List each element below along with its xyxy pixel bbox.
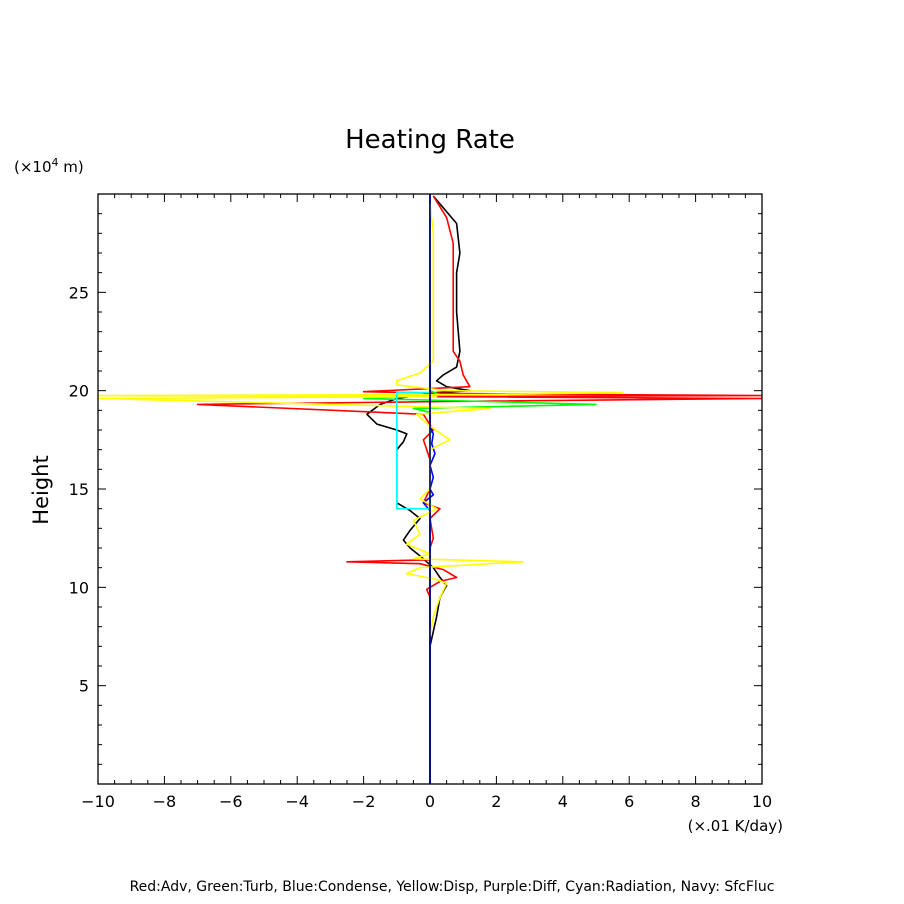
x-tick-label: −4 (285, 792, 309, 811)
x-tick-label: 10 (752, 792, 772, 811)
series-line-5 (395, 391, 430, 510)
x-tick-label: −6 (219, 792, 243, 811)
y-tick-label: 5 (79, 677, 89, 696)
y-tick-labels: 5 10 15 20 25 (69, 283, 89, 695)
x-tick-label: 6 (624, 792, 634, 811)
x-tick-label: −10 (81, 792, 115, 811)
y-unit-label: (×104 m) (14, 156, 84, 176)
x-tick-label: 4 (558, 792, 568, 811)
series-line-3 (422, 194, 436, 784)
x-tick-label: −8 (153, 792, 177, 811)
y-axis-label: Height (29, 455, 53, 524)
y-tick-label: 15 (69, 480, 89, 499)
x-tick-label: 8 (691, 792, 701, 811)
y-tick-label: 25 (69, 283, 89, 302)
plot-frame (97, 193, 763, 785)
legend-footer: Red:Adv, Green:Turb, Blue:Condense, Yell… (130, 879, 775, 895)
series-layer (98, 194, 762, 784)
series-line-2 (362, 194, 597, 784)
y-tick-label: 20 (69, 382, 89, 401)
series-line-1 (196, 195, 762, 784)
series-line-4 (98, 203, 624, 637)
x-tick-label: 2 (491, 792, 501, 811)
y-tick-label: 10 (69, 578, 89, 597)
x-unit-label: (×.01 K/day) (688, 817, 783, 835)
x-tick-labels: −10 −8 −6 −4 −2 0 2 4 6 8 10 (81, 792, 772, 811)
series-line-0 (366, 195, 471, 784)
x-tick-label: 0 (425, 792, 435, 811)
x-tick-label: −2 (352, 792, 376, 811)
chart-title: Heating Rate (345, 125, 515, 155)
